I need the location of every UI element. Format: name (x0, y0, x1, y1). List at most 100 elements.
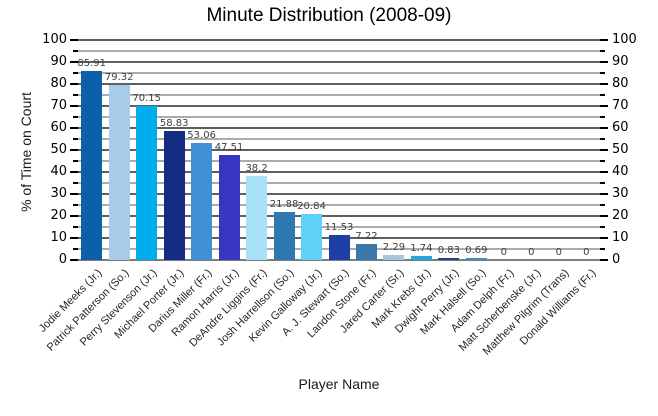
gridline (78, 72, 600, 74)
bar (218, 155, 240, 260)
bar (383, 255, 405, 260)
y-tick-label: 50 (50, 142, 67, 157)
y-axis-tick-left (73, 182, 78, 184)
gridline (78, 215, 600, 217)
y-axis-tick-right (600, 116, 605, 118)
bar-value-label: 0 (500, 247, 508, 258)
gridline (78, 226, 600, 228)
gridline (78, 259, 600, 261)
y-tick-label: 70 (612, 98, 629, 113)
gridline (78, 204, 600, 206)
bar-value-label: 58.83 (159, 118, 189, 129)
y-axis-tick-left (70, 149, 78, 151)
y-tick-label: 40 (50, 164, 67, 179)
y-axis-tick-left (73, 160, 78, 162)
bar-value-label: 0 (555, 247, 562, 258)
y-axis-tick-left (73, 72, 78, 74)
gridline (78, 83, 600, 85)
bar (246, 176, 268, 260)
y-tick-label: 60 (612, 120, 629, 135)
y-axis-tick-right (600, 105, 608, 107)
y-axis-tick-left (70, 39, 78, 41)
y-tick-label: 0 (58, 252, 67, 267)
y-axis-tick-right (600, 138, 605, 140)
y-tick-label: 50 (612, 142, 629, 157)
bar-value-label: 85.91 (77, 58, 107, 69)
bar (410, 256, 432, 260)
bar-value-label: 0.83 (437, 245, 461, 256)
y-tick-label: 10 (50, 230, 67, 245)
bar-value-label: 0 (583, 247, 590, 258)
bar (273, 212, 295, 260)
bar-value-label: 20.84 (297, 201, 326, 212)
y-axis-tick-left (70, 193, 78, 195)
y-axis-tick-left (70, 237, 78, 239)
y-axis-tick-right (600, 215, 608, 217)
bar-value-label: 7.22 (355, 231, 378, 242)
y-tick-label: 20 (612, 208, 629, 223)
y-tick-label: 60 (50, 120, 67, 135)
bar-value-label: 2.29 (382, 242, 406, 253)
bar (301, 214, 323, 260)
y-tick-label: 90 (612, 54, 629, 69)
y-tick-label: 40 (612, 164, 629, 179)
bar-value-label: 38.2 (245, 163, 268, 174)
y-axis-tick-left (70, 127, 78, 129)
y-axis-tick-right (600, 83, 608, 85)
gridline (78, 193, 600, 195)
y-tick-label: 10 (612, 230, 629, 245)
bar (355, 244, 377, 260)
y-axis-tick-right (600, 94, 605, 96)
bar (136, 106, 158, 260)
y-tick-label: 80 (50, 76, 67, 91)
y-axis-tick-left (73, 226, 78, 228)
bar (81, 71, 103, 260)
bar (438, 258, 460, 260)
bar-value-label: 0.69 (465, 245, 488, 256)
y-axis-tick-right (600, 259, 608, 261)
y-axis-tick-right (600, 171, 608, 173)
bar-value-label: 0 (528, 247, 535, 258)
bar (163, 131, 185, 260)
y-tick-label: 20 (50, 208, 67, 223)
y-axis-tick-right (600, 160, 605, 162)
y-axis-tick-left (73, 138, 78, 140)
chart-title: Minute Distribution (2008-09) (206, 5, 452, 26)
gridline (78, 182, 600, 184)
y-axis-tick-right (600, 39, 608, 41)
gridline (78, 105, 600, 107)
y-tick-label: 30 (612, 186, 629, 201)
y-tick-label: 0 (612, 252, 621, 267)
y-axis-tick-left (73, 248, 78, 250)
bar-value-label: 1.74 (410, 243, 433, 254)
bar-value-label: 79.32 (104, 72, 134, 83)
y-axis-tick-right (600, 72, 605, 74)
gridline (78, 127, 600, 129)
gridline (78, 149, 600, 151)
y-axis-tick-right (600, 127, 608, 129)
bar-value-label: 47.51 (214, 142, 244, 153)
y-axis-tick-left (70, 105, 78, 107)
bar (328, 235, 350, 260)
y-axis-tick-right (600, 50, 605, 52)
bar-value-label: 21.88 (269, 199, 299, 210)
bar-value-label: 53.06 (187, 130, 216, 141)
gridline (78, 171, 600, 173)
y-tick-label: 80 (612, 76, 629, 91)
y-tick-label: 100 (42, 32, 67, 47)
y-axis-tick-right (600, 61, 608, 63)
y-axis-tick-right (600, 193, 608, 195)
y-axis-tick-left (73, 94, 78, 96)
y-axis-tick-right (600, 182, 605, 184)
bar-value-label: 70.15 (132, 93, 161, 104)
y-axis-tick-left (73, 116, 78, 118)
y-tick-label: 90 (50, 54, 67, 69)
y-tick-label: 70 (50, 98, 67, 113)
y-axis-tick-right (600, 149, 608, 151)
bar (108, 85, 130, 260)
gridline (78, 61, 600, 63)
y-axis-tick-left (73, 204, 78, 206)
y-axis-tick-right (600, 248, 605, 250)
y-axis-tick-right (600, 226, 605, 228)
